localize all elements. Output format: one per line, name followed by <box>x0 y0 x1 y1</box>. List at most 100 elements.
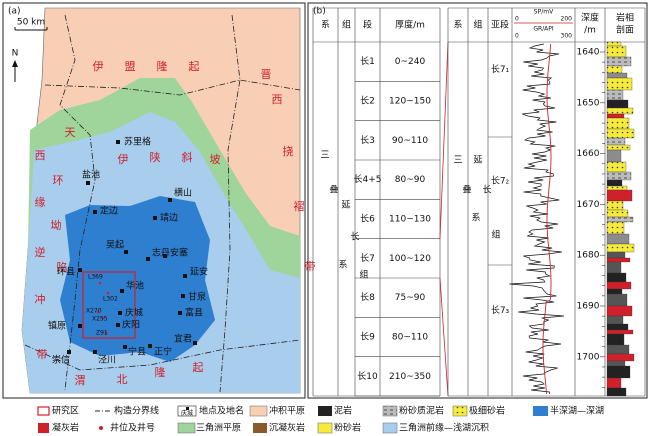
lith-bed <box>606 272 627 283</box>
place-marker <box>193 341 197 345</box>
legend-label: 地点及地名 <box>199 405 244 417</box>
sub-member-label: 长7₁ <box>491 63 510 75</box>
lith-bed <box>606 293 628 307</box>
lith-bed <box>606 329 634 335</box>
depth-label: 1700 <box>577 352 600 362</box>
member-label: 长9 <box>360 331 375 343</box>
thickness-label: 0~240 <box>395 57 426 67</box>
sp-min: 0 <box>515 16 519 23</box>
table-header: 系 <box>321 20 330 31</box>
lith-bed <box>606 360 626 367</box>
formation-label: 延长组 <box>473 154 500 241</box>
place-marker <box>86 181 90 185</box>
lith-bed <box>606 41 622 47</box>
lith-bed <box>606 56 632 67</box>
place-label: 盐池 <box>82 169 100 181</box>
lith-bed <box>606 281 632 290</box>
scale-label: 50 km <box>17 18 45 28</box>
member-label: 长2 <box>360 95 375 107</box>
legend-label: 三角洲前缘—浅湖沉积 <box>399 422 489 434</box>
legend-icon <box>99 426 103 430</box>
place-marker <box>124 250 128 254</box>
lith-bed <box>606 161 627 173</box>
lith-bed <box>606 137 626 146</box>
place-label: 庆城 <box>125 307 143 319</box>
lith-bed <box>606 171 632 181</box>
well-label: X255 <box>92 316 108 323</box>
well-marker <box>96 310 100 314</box>
legend-icon <box>382 405 398 417</box>
boundary-line <box>44 79 301 96</box>
sp-label: SP/mV <box>534 9 554 16</box>
boundary-line <box>219 14 241 393</box>
legend-icon <box>382 422 398 434</box>
panel-label: (b) <box>313 7 326 17</box>
place-label: 宜君 <box>174 333 192 345</box>
legend-icon <box>318 406 332 416</box>
lith-bed <box>606 288 623 295</box>
lith-bed <box>606 209 629 218</box>
legend-label: 粉砂质泥岩 <box>399 405 444 417</box>
labels: (a) 50 km N (b) <box>8 7 326 59</box>
lith-bed <box>606 200 624 211</box>
depth-header: /m <box>584 26 596 36</box>
lith-bed <box>606 99 629 109</box>
depth-label: 1650 <box>577 98 600 108</box>
lith-bed <box>606 189 633 202</box>
well-label: Z91 <box>96 330 108 337</box>
well-marker <box>101 316 105 320</box>
place-label: 志丹 <box>152 247 170 259</box>
log-header: 组 <box>473 19 482 31</box>
legend-icon <box>177 422 196 434</box>
legend-icon <box>317 422 333 434</box>
lith-bed <box>606 179 623 187</box>
member-label: 长1 <box>360 55 375 67</box>
place-marker <box>116 323 120 327</box>
legend-icon <box>253 423 267 433</box>
place-label: 华池 <box>126 280 144 292</box>
gr-min: 0 <box>515 33 519 40</box>
place-marker <box>78 268 82 272</box>
sp-curve <box>542 43 552 395</box>
system-label: 三叠系 <box>320 151 347 271</box>
legend-icon <box>249 405 268 417</box>
place-label: 富县 <box>185 307 203 319</box>
legend-icon <box>38 423 49 433</box>
lith-bed <box>606 251 626 259</box>
deep-lake <box>60 196 215 362</box>
depth-label: 1680 <box>577 251 600 261</box>
place-label: 苏里格 <box>124 136 151 148</box>
panel-b-frame <box>307 2 648 399</box>
lith-bed <box>606 243 635 253</box>
place-label: 镇原 <box>48 320 66 332</box>
member-label: 长10 <box>357 370 378 382</box>
place-marker <box>181 294 185 298</box>
sp-max: 200 <box>561 16 573 23</box>
legend-label: 泥岩 <box>334 405 352 417</box>
lith-header: 剖面 <box>616 24 634 36</box>
place-label: 延安 <box>190 266 208 278</box>
depth-label: 1690 <box>577 302 600 312</box>
lith-bed <box>606 89 624 101</box>
lith-bed <box>606 185 628 191</box>
lith-bed <box>606 221 625 235</box>
legend-icon-text: 庆城 <box>181 409 193 417</box>
depth-header: 深度 <box>581 12 599 24</box>
well-label: L302 <box>103 296 118 303</box>
depth-label: 1660 <box>577 149 600 159</box>
legend-label: 井位及井号 <box>110 422 155 434</box>
place-marker <box>118 311 122 315</box>
system-label: 三叠系 <box>453 156 480 224</box>
place-marker <box>153 216 157 220</box>
lith-bed <box>606 261 622 274</box>
legend-icon <box>177 405 197 417</box>
place-marker <box>183 274 187 278</box>
panel-a-frame <box>2 2 306 399</box>
lith-bed <box>606 344 630 355</box>
lith-bed <box>606 216 634 223</box>
member-label: 长3 <box>360 134 375 146</box>
place-label: 庆阳 <box>122 319 140 331</box>
connector <box>439 41 449 239</box>
lith-bed <box>606 377 622 389</box>
